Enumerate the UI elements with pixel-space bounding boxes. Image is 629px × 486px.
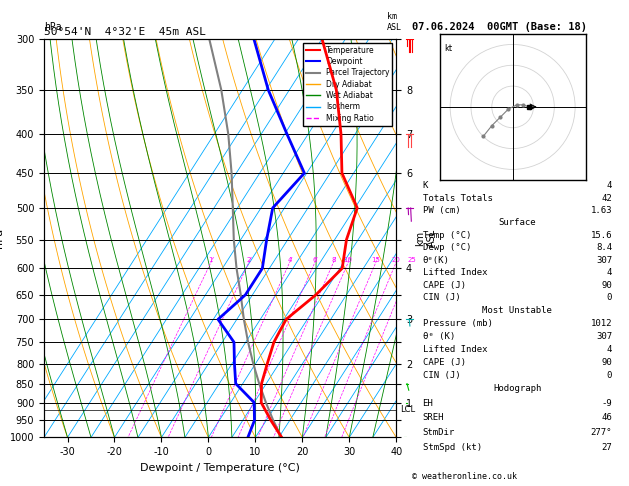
Text: -9: -9	[601, 399, 612, 408]
Text: 90: 90	[601, 358, 612, 366]
Text: CAPE (J): CAPE (J)	[423, 280, 465, 290]
Text: 10: 10	[343, 257, 352, 263]
Text: 8.4: 8.4	[596, 243, 612, 252]
Text: 15.6: 15.6	[591, 230, 612, 240]
Text: Lifted Index: Lifted Index	[423, 345, 487, 354]
Text: θᵉ (K): θᵉ (K)	[423, 331, 455, 341]
Text: 4: 4	[607, 345, 612, 354]
Text: 8: 8	[331, 257, 335, 263]
Text: 20: 20	[391, 257, 400, 263]
Text: 2: 2	[247, 257, 251, 263]
Text: θᵉ(K): θᵉ(K)	[423, 256, 449, 264]
Text: 277°: 277°	[591, 428, 612, 437]
Text: 90: 90	[601, 280, 612, 290]
Text: StmSpd (kt): StmSpd (kt)	[423, 443, 482, 451]
Text: Dewp (°C): Dewp (°C)	[423, 243, 471, 252]
Text: 307: 307	[596, 256, 612, 264]
Text: 4: 4	[607, 181, 612, 191]
Text: © weatheronline.co.uk: © weatheronline.co.uk	[412, 472, 517, 481]
Text: CIN (J): CIN (J)	[423, 370, 460, 380]
Text: Hodograph: Hodograph	[493, 384, 542, 393]
Text: Temp (°C): Temp (°C)	[423, 230, 471, 240]
Text: CAPE (J): CAPE (J)	[423, 358, 465, 366]
Text: kt: kt	[444, 44, 452, 53]
Text: km
ASL: km ASL	[387, 12, 402, 32]
Text: 0: 0	[607, 293, 612, 302]
Text: 46: 46	[601, 414, 612, 422]
Text: PW (cm): PW (cm)	[423, 206, 460, 215]
Legend: Temperature, Dewpoint, Parcel Trajectory, Dry Adiabat, Wet Adiabat, Isotherm, Mi: Temperature, Dewpoint, Parcel Trajectory…	[303, 43, 392, 125]
Text: Most Unstable: Most Unstable	[482, 306, 552, 315]
Y-axis label: hPa: hPa	[0, 228, 4, 248]
Text: 0: 0	[607, 370, 612, 380]
Text: 50°54'N  4°32'E  45m ASL: 50°54'N 4°32'E 45m ASL	[44, 27, 206, 37]
Text: EH: EH	[423, 399, 433, 408]
Text: StmDir: StmDir	[423, 428, 455, 437]
Y-axis label: km
ASL: km ASL	[415, 229, 437, 247]
Text: SREH: SREH	[423, 414, 444, 422]
Text: 307: 307	[596, 331, 612, 341]
Text: 6: 6	[313, 257, 317, 263]
Text: 1.63: 1.63	[591, 206, 612, 215]
Text: 4: 4	[287, 257, 292, 263]
Text: Lifted Index: Lifted Index	[423, 268, 487, 277]
Text: Totals Totals: Totals Totals	[423, 193, 493, 203]
Text: 25: 25	[408, 257, 416, 263]
Text: 1012: 1012	[591, 319, 612, 328]
Text: 1: 1	[208, 257, 213, 263]
Text: CIN (J): CIN (J)	[423, 293, 460, 302]
Text: 4: 4	[607, 268, 612, 277]
Text: 15: 15	[371, 257, 380, 263]
Text: 07.06.2024  00GMT (Base: 18): 07.06.2024 00GMT (Base: 18)	[412, 22, 587, 32]
Text: K: K	[423, 181, 428, 191]
Text: hPa: hPa	[44, 21, 62, 32]
Text: Surface: Surface	[499, 218, 536, 227]
Text: 42: 42	[601, 193, 612, 203]
Text: LCL: LCL	[400, 405, 415, 414]
X-axis label: Dewpoint / Temperature (°C): Dewpoint / Temperature (°C)	[140, 463, 300, 473]
Text: Pressure (mb): Pressure (mb)	[423, 319, 493, 328]
Text: 27: 27	[601, 443, 612, 451]
